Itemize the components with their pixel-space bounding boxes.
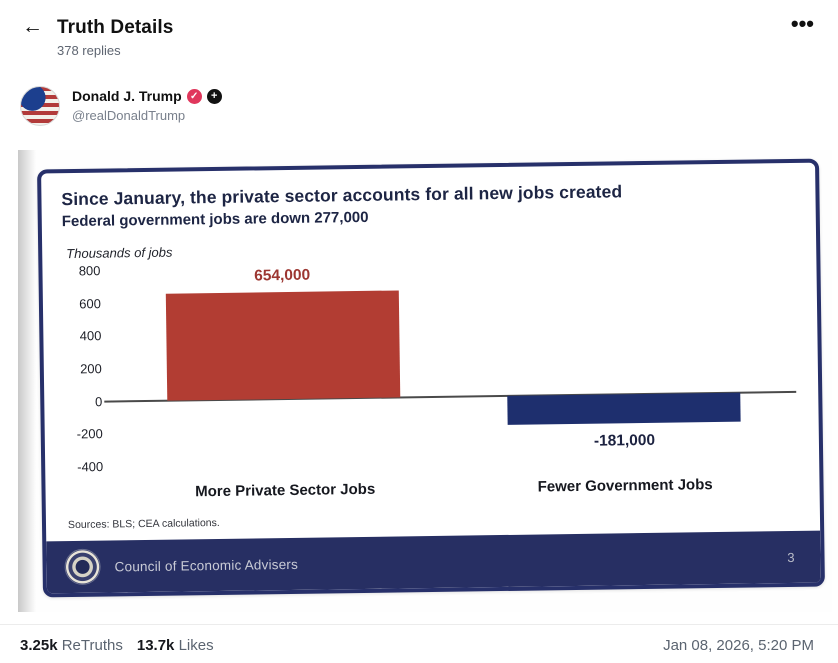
category-labels: More Private Sector Jobs Fewer Governmen… <box>113 471 797 507</box>
chart-card-body: Since January, the private sector accoun… <box>41 163 820 542</box>
y-axis-title: Thousands of jobs <box>66 244 173 262</box>
post-header: Donald J. Trump ✓ + @realDonaldTrump <box>20 86 838 126</box>
retruths-stat[interactable]: 3.25k ReTruths <box>20 637 123 654</box>
y-tick-label: 200 <box>80 361 102 377</box>
author-handle: @realDonaldTrump <box>72 108 186 123</box>
post-image[interactable]: Since January, the private sector accoun… <box>18 150 832 612</box>
bar-government: -181,000 <box>507 392 741 450</box>
author-name: Donald J. Trump <box>72 88 182 104</box>
likes-stat[interactable]: 13.7k Likes <box>137 637 214 654</box>
back-button[interactable]: ← <box>22 16 43 39</box>
bar-private-sector: 654,000 <box>166 267 401 401</box>
plot-area: 654,000 -181,000 <box>104 261 797 467</box>
likes-label: Likes <box>178 637 214 654</box>
plus-badge-icon: + <box>206 88 222 104</box>
y-tick-label: 600 <box>79 295 102 312</box>
category-label-private: More Private Sector Jobs <box>195 480 376 501</box>
retruths-label: ReTruths <box>61 637 123 654</box>
photo-edge-shadow <box>18 150 36 612</box>
more-options-button[interactable]: ••• <box>791 13 814 37</box>
engagement-bar: 3.25k ReTruths 13.7k Likes Jan 08, 2026,… <box>0 624 838 654</box>
y-tick-label: -200 <box>76 426 103 442</box>
post-identity: Donald J. Trump ✓ + @realDonaldTrump <box>72 86 222 123</box>
header-row: ← Truth Details ••• <box>22 13 814 39</box>
slide-footer: Council of Economic Advisers 3 <box>46 530 821 594</box>
chart-area: 800 600 400 200 0 -200 -400 654,000 <box>62 261 797 507</box>
back-arrow-icon: ← <box>22 15 43 38</box>
y-tick-label: 800 <box>78 263 101 279</box>
timestamp: Jan 08, 2026, 5:20 PM <box>663 637 814 654</box>
cea-seal-icon <box>64 548 101 586</box>
page-title: Truth Details <box>57 16 174 38</box>
y-axis: 800 600 400 200 0 -200 -400 <box>62 263 113 474</box>
y-tick-label: -400 <box>77 459 104 475</box>
avatar[interactable] <box>20 86 60 126</box>
likes-count: 13.7k <box>136 637 175 654</box>
ellipsis-icon: ••• <box>790 11 814 36</box>
author-name-row[interactable]: Donald J. Trump ✓ + <box>72 88 222 104</box>
plot-wrap: 654,000 -181,000 More Private Sector Job… <box>104 261 797 507</box>
y-tick-label: 0 <box>94 393 103 409</box>
bar-value-government: -181,000 <box>593 432 656 450</box>
footer-org-name: Council of Economic Advisers <box>114 556 299 574</box>
header: ← Truth Details ••• 378 replies <box>0 0 838 59</box>
y-tick-label: 400 <box>79 328 102 344</box>
replies-count: 378 replies <box>57 43 121 58</box>
chart-card: Since January, the private sector accoun… <box>37 158 825 598</box>
slide-page-number: 3 <box>787 549 795 565</box>
bar-value-private: 654,000 <box>254 266 311 285</box>
verified-badge-icon: ✓ <box>186 88 202 104</box>
retruths-count: 3.25k <box>20 637 58 654</box>
source-note: Sources: BLS; CEA calculations. <box>67 516 220 532</box>
category-label-government: Fewer Government Jobs <box>537 476 713 496</box>
